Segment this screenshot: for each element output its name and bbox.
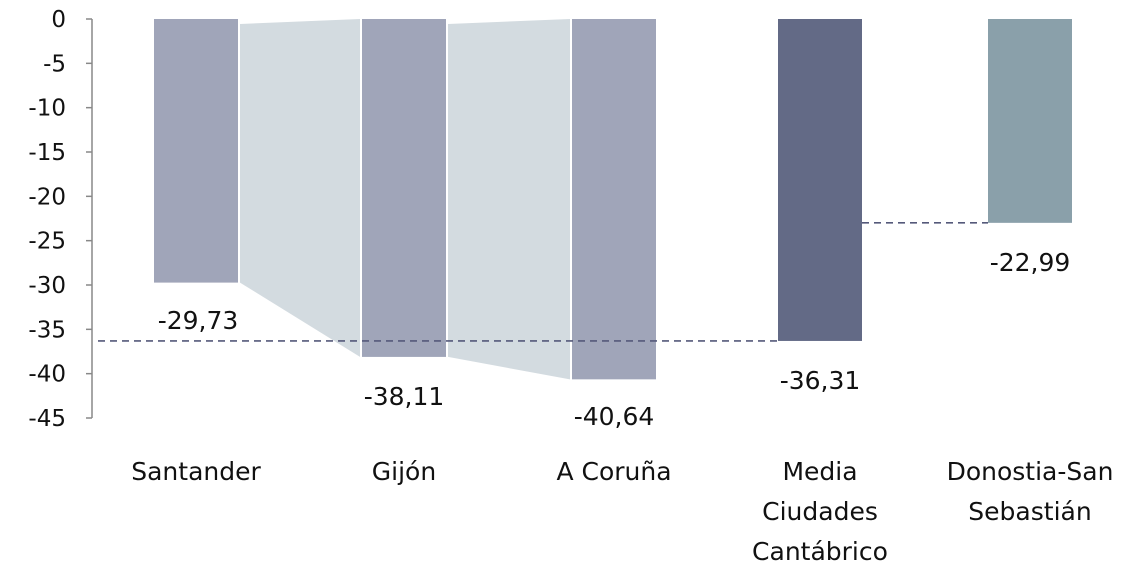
y-tick-label: -20 <box>28 184 66 210</box>
reference-lines <box>98 222 988 342</box>
y-axis <box>86 18 93 419</box>
category-label: Ciudades <box>762 497 878 526</box>
bar <box>778 19 862 341</box>
value-labels: -29,73 -38,11 -40,64 -36,31 -22,99 <box>158 248 1071 431</box>
value-label: -38,11 <box>364 382 445 411</box>
y-tick-label: -45 <box>28 406 66 432</box>
bar <box>362 19 446 357</box>
value-label: -22,99 <box>990 248 1071 277</box>
connector-area <box>240 19 360 357</box>
category-label: Cantábrico <box>752 537 888 566</box>
value-label: -36,31 <box>780 366 861 395</box>
y-tick-label: 0 <box>51 7 66 33</box>
connector-area <box>448 19 570 380</box>
bars <box>154 19 1072 380</box>
category-label: Santander <box>131 457 261 486</box>
y-tick-label: -15 <box>28 140 66 166</box>
bar <box>154 19 238 283</box>
y-tick-label: -25 <box>28 229 66 255</box>
category-label: A Coruña <box>556 457 671 486</box>
bar <box>572 19 656 380</box>
y-tick-labels: 0 -5 -10 -15 -20 -25 -30 -35 -40 -45 <box>28 7 66 432</box>
connector-areas <box>240 19 570 380</box>
y-tick-label: -35 <box>28 317 66 343</box>
value-label: -40,64 <box>574 402 655 431</box>
category-labels: Santander Gijón A Coruña Media Ciudades Cantá… <box>131 457 1113 566</box>
category-label: Gijón <box>372 457 436 486</box>
bar <box>988 19 1072 223</box>
y-tick-label: -40 <box>28 362 66 388</box>
y-tick-label: -5 <box>43 51 66 77</box>
category-label: Media <box>782 457 857 486</box>
value-label: -29,73 <box>158 306 239 335</box>
y-tick-label: -30 <box>28 273 66 299</box>
category-label: Sebastián <box>968 497 1091 526</box>
y-tick-label: -10 <box>28 96 66 122</box>
category-label: Donostia-San <box>947 457 1114 486</box>
